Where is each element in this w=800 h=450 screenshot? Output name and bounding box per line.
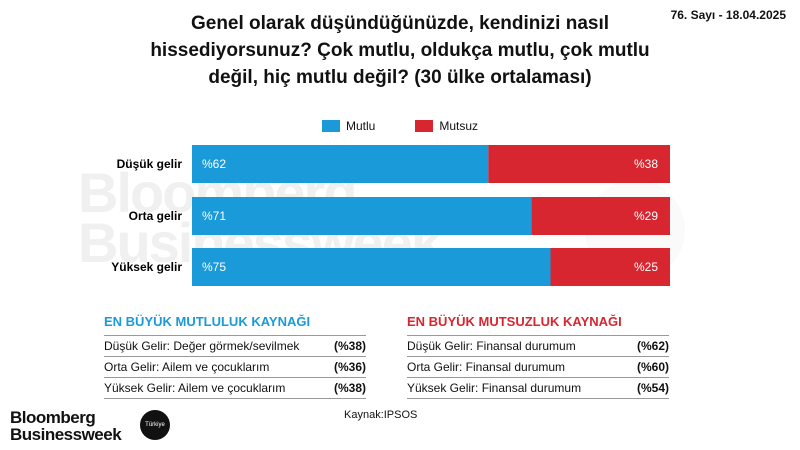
bar-happy: [192, 197, 532, 235]
row-value: (%36): [333, 360, 366, 374]
bar-unhappy: [550, 248, 670, 286]
row-value: (%62): [636, 339, 669, 353]
row-value: (%38): [333, 381, 366, 395]
data-label-happy: %62: [202, 157, 226, 171]
table-row: Yüksek Gelir: Ailem ve çocuklarım (%38): [104, 377, 366, 399]
row-label: Yüksek Gelir: Finansal durumum: [407, 381, 582, 395]
data-label-unhappy: %38: [634, 157, 658, 171]
happiness-heading: EN BÜYÜK MUTLULUK KAYNAĞI: [104, 314, 311, 329]
bar-happy: [192, 248, 551, 286]
legend-swatch-happy: [321, 120, 340, 132]
legend-swatch-unhappy: [415, 120, 434, 132]
happiness-sources: EN BÜYÜK MUTLULUK KAYNAĞI Düşük Gelir: D…: [104, 314, 366, 399]
bar-chart: Düşük gelir %62 %38 Orta gelir %71 %29 Yüksek …: [111, 145, 670, 286]
legend-item-happy: Mutlu: [321, 119, 376, 133]
table-row: Düşük Gelir: Değer görmek/sevilmek (%38): [104, 335, 366, 356]
table-row: Orta Gelir: Ailem ve çocuklarım (%36): [104, 356, 366, 377]
data-label-unhappy: %25: [634, 260, 658, 274]
row-value: (%38): [333, 339, 366, 353]
category-label: Yüksek gelir: [111, 260, 182, 274]
bar-unhappy: [531, 197, 670, 235]
logo-line2: Businessweek: [10, 425, 122, 444]
table-row: Düşük Gelir: Finansal durumum (%62): [407, 335, 669, 356]
data-label-unhappy: %29: [634, 209, 658, 223]
legend-label-happy: Mutlu: [345, 119, 376, 133]
source-note: Kaynak:IPSOS: [344, 409, 418, 421]
data-label-happy: %71: [202, 209, 226, 223]
unhappiness-sources: EN BÜYÜK MUTSUZLUK KAYNAĞI Düşük Gelir: …: [407, 314, 669, 399]
chart-title: Genel olarak düşündüğünüzde, kendinizi n…: [150, 13, 650, 88]
table-row: Yüksek Gelir: Finansal durumum (%54): [407, 377, 669, 399]
logo-line1: Bloomberg: [10, 408, 96, 427]
category-label: Orta gelir: [129, 209, 183, 223]
row-label: Yüksek Gelir: Ailem ve çocuklarım: [104, 381, 286, 395]
issue-date: 76. Sayı - 18.04.2025: [670, 8, 786, 22]
table-row: Orta Gelir: Finansal durumum (%60): [407, 356, 669, 377]
row-label: Orta Gelir: Ailem ve çocuklarım: [104, 360, 270, 374]
row-label: Düşük Gelir: Finansal durumum: [407, 339, 576, 353]
data-label-happy: %75: [202, 260, 226, 274]
legend-label-unhappy: Mutsuz: [439, 119, 479, 133]
bar-unhappy: [488, 145, 670, 183]
bar-happy: [192, 145, 489, 183]
row-label: Orta Gelir: Finansal durumum: [407, 360, 566, 374]
row-label: Düşük Gelir: Değer görmek/sevilmek: [104, 339, 300, 353]
legend-item-unhappy: Mutsuz: [415, 119, 478, 133]
row-value: (%60): [636, 360, 669, 374]
publisher-logo: Bloomberg Businessweek: [10, 408, 122, 444]
category-label: Düşük gelir: [117, 157, 183, 171]
logo-badge: Türkiye: [140, 410, 170, 440]
legend: Mutlu Mutsuz: [0, 119, 800, 133]
row-value: (%54): [636, 381, 669, 395]
unhappiness-heading: EN BÜYÜK MUTSUZLUK KAYNAĞI: [407, 314, 622, 329]
